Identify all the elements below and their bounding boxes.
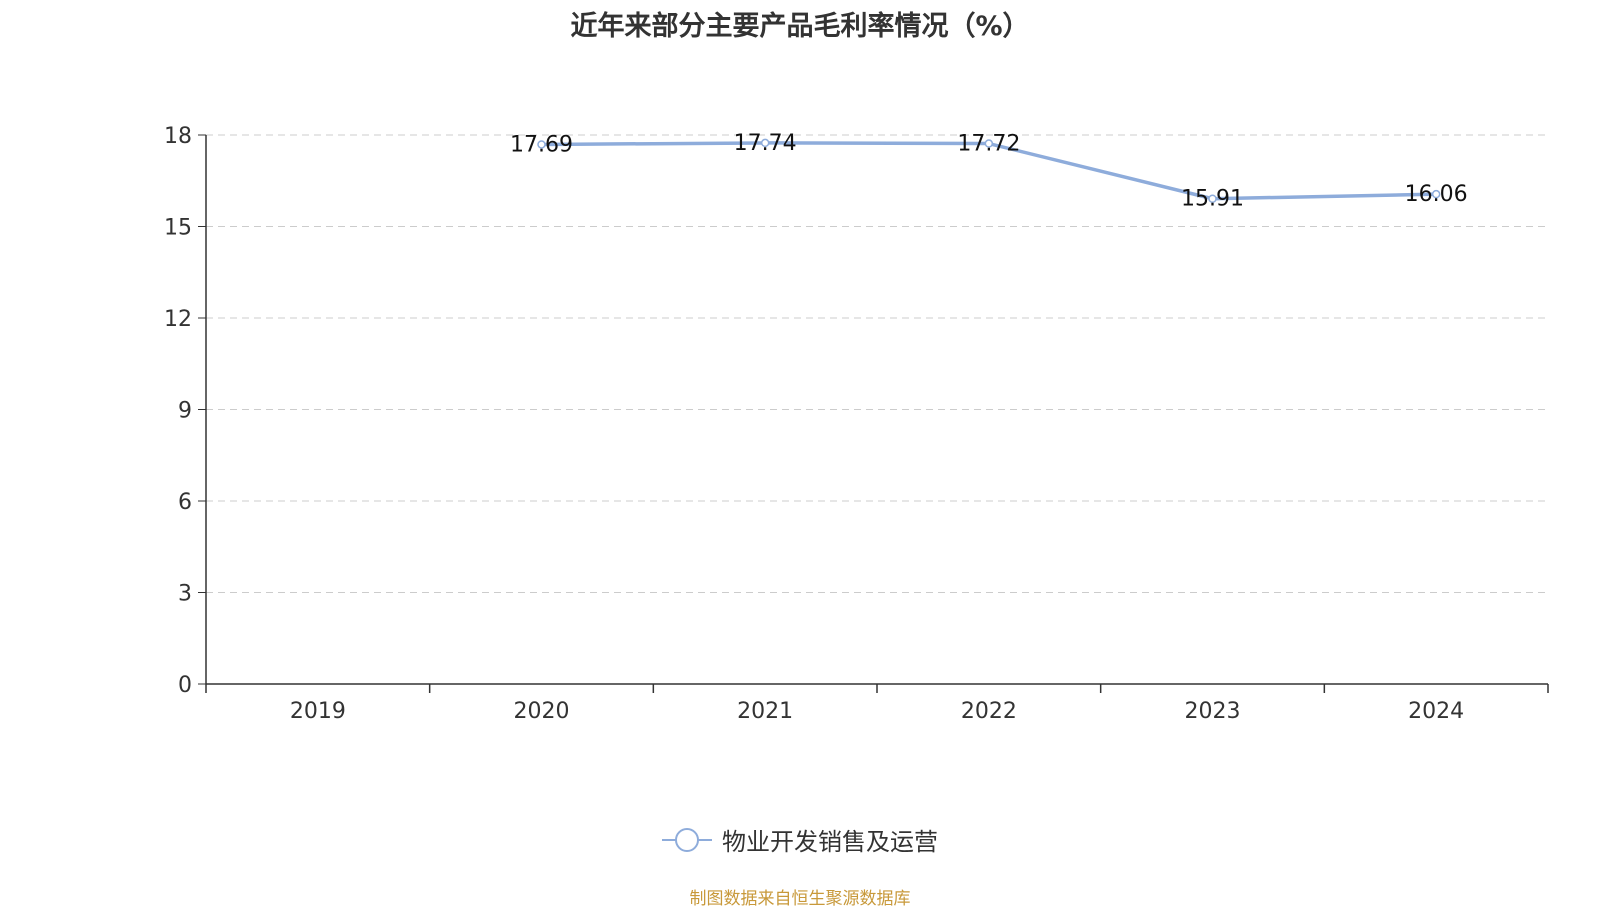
x-tick-label: 2024	[1408, 699, 1464, 724]
y-tick-label: 3	[178, 582, 192, 607]
x-tick-label: 2023	[1185, 699, 1241, 724]
series-lines	[537, 138, 1441, 203]
chart-title: 近年来部分主要产品毛利率情况（%）	[570, 11, 1030, 42]
y-tick-label: 0	[178, 673, 192, 698]
y-tick-label: 15	[164, 216, 192, 241]
data-point	[537, 140, 546, 149]
legend-marker-icon	[662, 827, 712, 852]
source-note: 制图数据来自恒生聚源数据库	[689, 889, 911, 909]
axes: 0 3 6 9 12 15 18 2019 2020 2021 2022 2023 2024	[164, 124, 1549, 724]
data-point	[760, 138, 770, 148]
data-label: 17.74	[734, 131, 797, 156]
y-tick-label: 18	[164, 124, 192, 149]
y-tick-label: 9	[178, 399, 192, 424]
x-tick-label: 2021	[737, 699, 793, 724]
data-label: 15.91	[1181, 187, 1244, 212]
data-label: 17.69	[510, 132, 573, 157]
x-tick-label: 2020	[514, 699, 570, 724]
data-point	[1208, 194, 1217, 203]
x-tick-label: 2019	[290, 699, 346, 724]
x-tick-label: 2022	[961, 699, 1017, 724]
y-tick-label: 6	[178, 490, 192, 515]
legend: 物业开发销售及运营	[0, 822, 1600, 857]
y-tick-label: 12	[164, 307, 192, 332]
data-label: 16.06	[1405, 182, 1468, 207]
legend-label: 物业开发销售及运营	[722, 828, 938, 856]
legend-item[interactable]: 物业开发销售及运营	[662, 822, 938, 857]
data-point	[1431, 189, 1441, 199]
data-point	[984, 139, 994, 148]
data-labels: 17.69 17.74 17.72 15.91 16.06	[510, 131, 1468, 212]
data-label: 17.72	[957, 132, 1020, 157]
gridlines	[206, 134, 1548, 593]
